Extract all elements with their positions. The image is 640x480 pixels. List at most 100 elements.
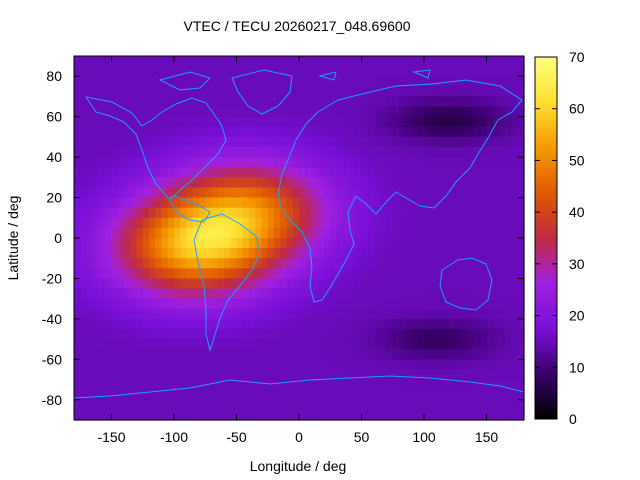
heatmap-cell <box>305 76 313 87</box>
heatmap-cell <box>349 379 356 391</box>
heatmap-cell <box>155 278 163 290</box>
heatmap-cell <box>211 268 219 280</box>
heatmap-cell <box>249 76 256 87</box>
heatmap-cell <box>492 308 500 320</box>
heatmap-cell <box>517 126 525 138</box>
heatmap-cell <box>286 157 294 168</box>
heatmap-cell <box>405 359 413 371</box>
heatmap-cell <box>230 329 238 340</box>
heatmap-cell <box>249 379 256 391</box>
heatmap-cell <box>386 238 394 249</box>
heatmap-cell <box>167 147 175 158</box>
heatmap-cell <box>274 217 281 229</box>
heatmap-cell <box>167 379 175 391</box>
heatmap-cell <box>511 389 519 401</box>
heatmap-cell <box>167 238 175 249</box>
heatmap-cell <box>424 258 431 269</box>
heatmap-cell <box>380 339 388 350</box>
heatmap-cell <box>99 258 106 269</box>
heatmap-cell <box>192 116 200 128</box>
heatmap-cell <box>167 268 175 280</box>
heatmap-cell <box>317 106 325 118</box>
heatmap-cell <box>499 318 506 330</box>
heatmap-cell <box>186 349 194 360</box>
heatmap-cell <box>411 136 419 148</box>
heatmap-cell <box>192 96 200 108</box>
heatmap-cell <box>167 76 175 87</box>
colorbar-tick-label: 50 <box>569 152 585 168</box>
heatmap-cell <box>449 56 456 67</box>
heatmap-cell <box>480 248 488 259</box>
heatmap-cell <box>224 106 231 118</box>
heatmap-cell <box>517 227 525 239</box>
heatmap-cell <box>449 238 456 249</box>
heatmap-cell <box>305 96 313 108</box>
heatmap-cell <box>105 389 113 401</box>
heatmap-cell <box>511 359 519 371</box>
heatmap-cell <box>336 86 344 98</box>
heatmap-cell <box>299 157 306 168</box>
heatmap-cell <box>392 197 400 209</box>
heatmap-cell <box>342 288 350 300</box>
heatmap-cell <box>424 379 431 391</box>
heatmap-cell <box>399 359 406 371</box>
heatmap-cell <box>361 227 369 239</box>
heatmap-cell <box>417 238 425 249</box>
heatmap-cell <box>280 56 288 67</box>
heatmap-cell <box>386 207 394 219</box>
heatmap-cell <box>455 339 463 350</box>
heatmap-cell <box>261 238 269 249</box>
heatmap-cell <box>205 56 213 67</box>
heatmap-cell <box>474 157 481 168</box>
heatmap-cell <box>505 227 513 239</box>
heatmap-cell <box>342 86 350 98</box>
heatmap-cell <box>267 359 275 371</box>
heatmap-cell <box>99 217 106 229</box>
heatmap-cell <box>261 157 269 168</box>
heatmap-cell <box>211 369 219 381</box>
heatmap-cell <box>411 126 419 138</box>
heatmap-cell <box>455 86 463 98</box>
heatmap-cell <box>211 399 219 411</box>
heatmap-cell <box>199 177 206 189</box>
heatmap-cell <box>361 217 369 229</box>
heatmap-cell <box>236 147 244 158</box>
heatmap-cell <box>455 288 463 300</box>
heatmap-cell <box>305 167 313 178</box>
heatmap-cell <box>211 288 219 300</box>
heatmap-cell <box>324 389 331 401</box>
heatmap-cell <box>149 157 156 168</box>
heatmap-cell <box>192 278 200 290</box>
heatmap-cell <box>211 227 219 239</box>
heatmap-cell <box>249 126 256 138</box>
heatmap-cell <box>211 258 219 269</box>
heatmap-cell <box>280 197 288 209</box>
heatmap-cell <box>224 379 231 391</box>
heatmap-cell <box>505 217 513 229</box>
heatmap-cell <box>505 308 513 320</box>
heatmap-cell <box>167 66 175 77</box>
heatmap-cell <box>149 369 156 381</box>
heatmap-cell <box>74 207 81 219</box>
heatmap-cell <box>399 177 406 189</box>
heatmap-cell <box>174 389 181 401</box>
heatmap-cell <box>392 187 400 199</box>
heatmap-cell <box>374 248 381 259</box>
heatmap-cell <box>186 288 194 300</box>
heatmap-cell <box>242 349 250 360</box>
heatmap-cell <box>280 157 288 168</box>
heatmap-cell <box>330 258 338 269</box>
heatmap-cell <box>461 126 469 138</box>
heatmap-cell <box>261 248 269 259</box>
heatmap-cell <box>499 308 506 320</box>
heatmap-cell <box>267 369 275 381</box>
heatmap-cell <box>367 96 375 108</box>
heatmap-cell <box>324 288 331 300</box>
heatmap-cell <box>517 329 525 340</box>
heatmap-cell <box>80 126 88 138</box>
heatmap-cell <box>361 409 369 421</box>
heatmap-cell <box>424 318 431 330</box>
heatmap-cell <box>80 106 88 118</box>
heatmap-cell <box>261 409 269 421</box>
heatmap-cell <box>236 238 244 249</box>
